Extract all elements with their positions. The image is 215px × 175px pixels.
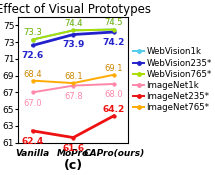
Text: 74.4: 74.4 — [64, 19, 83, 28]
Text: 74.4: 74.4 — [64, 19, 83, 28]
Text: 68.0: 68.0 — [104, 90, 123, 99]
Text: 62.4: 62.4 — [22, 137, 44, 146]
Text: 68.4: 68.4 — [23, 69, 42, 79]
Text: 68.1: 68.1 — [64, 72, 83, 81]
Text: 64.2: 64.2 — [103, 105, 125, 114]
Legend: WebVision1k, WebVision235*, WebVision765*, ImageNet1k, ImageNet235*, ImageNet765: WebVision1k, WebVision235*, WebVision765… — [134, 47, 212, 112]
Text: 69.1: 69.1 — [105, 64, 123, 73]
Text: 74.2: 74.2 — [103, 38, 125, 47]
Text: 73.9: 73.9 — [62, 40, 84, 49]
Text: 67.0: 67.0 — [23, 99, 42, 108]
X-axis label: (c): (c) — [64, 159, 83, 172]
Text: 73.3: 73.3 — [23, 28, 42, 37]
Text: 72.6: 72.6 — [22, 51, 44, 60]
Text: 73.3: 73.3 — [23, 28, 42, 37]
Title: Effect of Visual Prototypes: Effect of Visual Prototypes — [0, 3, 151, 16]
Text: 74.5: 74.5 — [105, 18, 123, 27]
Text: 74.5: 74.5 — [105, 18, 123, 27]
Text: 61.6: 61.6 — [62, 144, 84, 153]
Text: 67.8: 67.8 — [64, 92, 83, 101]
